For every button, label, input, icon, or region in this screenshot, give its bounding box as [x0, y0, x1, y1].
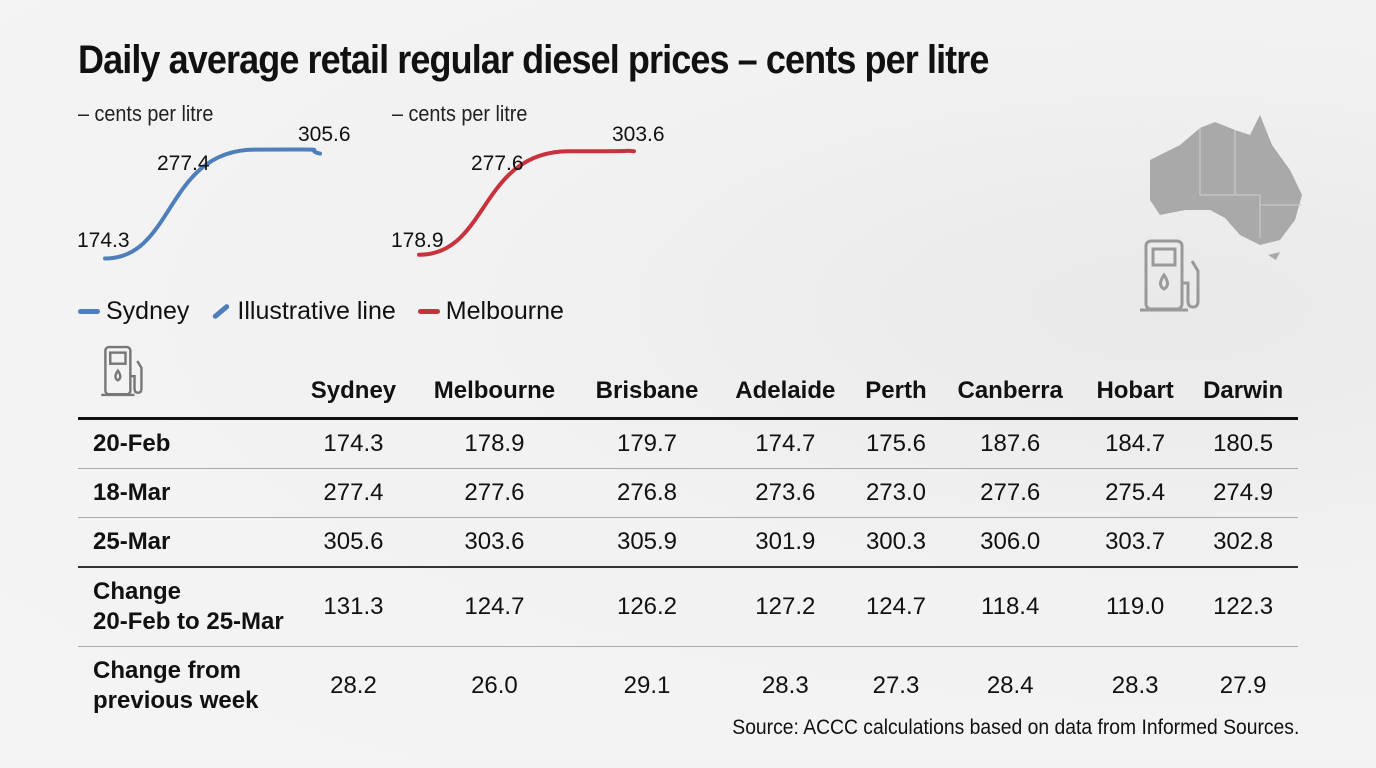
unit-label-sydney: – cents per litre: [78, 101, 214, 126]
legend-label: Melbourne: [445, 297, 564, 325]
table-row: Change 20-Feb to 25-Mar 131.3 124.7 126.2 12…: [78, 567, 1298, 647]
table-row: Change from previous week 28.2 26.0 29.1 28.…: [78, 647, 1298, 726]
legend-label: Illustrative line: [237, 297, 396, 325]
table-cell: 124.7: [853, 567, 939, 647]
table-cell: 122.3: [1188, 567, 1298, 647]
row-label: 20-Feb: [78, 418, 295, 469]
table-header-row: Sydney Melbourne Brisbane Adelaide Perth…: [78, 352, 1298, 420]
row-label: 18-Mar: [78, 468, 295, 518]
source-note: Source: ACCC calculations based on data …: [731, 716, 1299, 739]
table-cell: 178.9: [411, 418, 577, 469]
data-label: 277.4: [157, 152, 210, 175]
column-header: Sydney: [295, 352, 412, 420]
table-row: 25-Mar 305.6 303.6 305.9 301.9 300.3 306.0 303.…: [78, 517, 1298, 568]
column-header: Brisbane: [576, 352, 718, 420]
table-cell: 118.4: [938, 567, 1083, 647]
data-label: 303.6: [612, 123, 665, 146]
australia-map-icon: [1150, 115, 1302, 260]
column-header: Adelaide: [717, 352, 854, 420]
column-header: Melbourne: [411, 352, 577, 420]
data-label: 277.6: [471, 152, 524, 175]
unit-label-melbourne: – cents per litre: [392, 101, 528, 126]
legend-melbourne: Melbourne: [417, 297, 564, 326]
table-cell: 179.7: [576, 418, 718, 469]
table-cell: 27.3: [872, 672, 920, 699]
row-label: 25-Mar: [78, 517, 295, 568]
legend-sydney: Sydney: [78, 297, 189, 326]
column-header: Hobart: [1082, 352, 1189, 420]
series-line-sydney: [103, 147, 322, 261]
row-label: Change from previous week: [93, 657, 259, 714]
table-cell: 187.6: [938, 418, 1083, 469]
table-row: 20-Feb 174.3 178.9 179.7 174.7 175.6 187.6 184.…: [78, 418, 1298, 469]
table-cell: 306.0: [938, 517, 1083, 568]
table-cell: 273.0: [853, 468, 939, 518]
table-cell: 131.3: [295, 567, 412, 647]
legend-illustrative: Illustrative line: [211, 297, 396, 326]
table-cell: 29.1: [623, 672, 671, 699]
table-cell: 28.3: [1111, 672, 1159, 699]
column-header: Darwin: [1188, 352, 1298, 420]
table-cell: 184.7: [1082, 418, 1189, 469]
legend: Sydney Illustrative line Melbourne: [78, 297, 586, 326]
table-cell: 300.3: [853, 517, 939, 568]
table-cell: 303.6: [411, 517, 577, 568]
table-cell: 127.2: [717, 567, 854, 647]
data-label: 178.9: [391, 229, 444, 252]
table-cell: 28.2: [330, 672, 377, 699]
table-cell: 175.6: [853, 418, 939, 469]
table-cell: 26.0: [471, 672, 518, 699]
table-cell: 301.9: [717, 517, 854, 568]
table-cell: 276.8: [576, 468, 718, 518]
row-label: Change 20-Feb to 25-Mar: [78, 567, 295, 647]
table-cell: 180.5: [1188, 418, 1298, 469]
series-line-melbourne: [417, 148, 636, 257]
fuel-pump-icon: [1140, 239, 1200, 312]
table-cell: 277.6: [938, 468, 1083, 518]
table-cell: 277.6: [411, 468, 577, 518]
legend-label: Sydney: [106, 297, 190, 325]
table-cell: 126.2: [576, 567, 718, 647]
table-cell: 302.8: [1188, 517, 1298, 568]
table-cell: 275.4: [1082, 468, 1189, 518]
data-label: 305.6: [298, 123, 351, 146]
price-table: Sydney Melbourne Brisbane Adelaide Perth…: [78, 352, 1298, 725]
header-blank: [78, 352, 295, 420]
page-title: Daily average retail regular diesel pric…: [78, 38, 989, 82]
data-label: 174.3: [77, 229, 130, 252]
table-cell: 305.9: [576, 517, 718, 568]
table-cell: 124.7: [411, 567, 577, 647]
table-cell: 119.0: [1082, 567, 1189, 647]
table-cell: 273.6: [717, 468, 854, 518]
mini-line-charts: 174.3 277.4 305.6 178.9 277.6 303.6: [77, 123, 665, 261]
table-cell: 303.7: [1082, 517, 1189, 568]
table-cell: 174.7: [717, 418, 854, 469]
table-cell: 27.9: [1219, 672, 1267, 699]
table-cell: 28.3: [761, 672, 809, 699]
table-cell: 305.6: [295, 517, 412, 568]
table-cell: 28.4: [986, 672, 1034, 699]
table-cell: 277.4: [295, 468, 412, 518]
table-cell: 274.9: [1188, 468, 1298, 518]
table-cell: 174.3: [295, 418, 412, 469]
table-row: 18-Mar 277.4 277.6 276.8 273.6 273.0 277.6 275.…: [78, 468, 1298, 518]
column-header: Perth: [853, 352, 939, 420]
column-header: Canberra: [938, 352, 1083, 420]
